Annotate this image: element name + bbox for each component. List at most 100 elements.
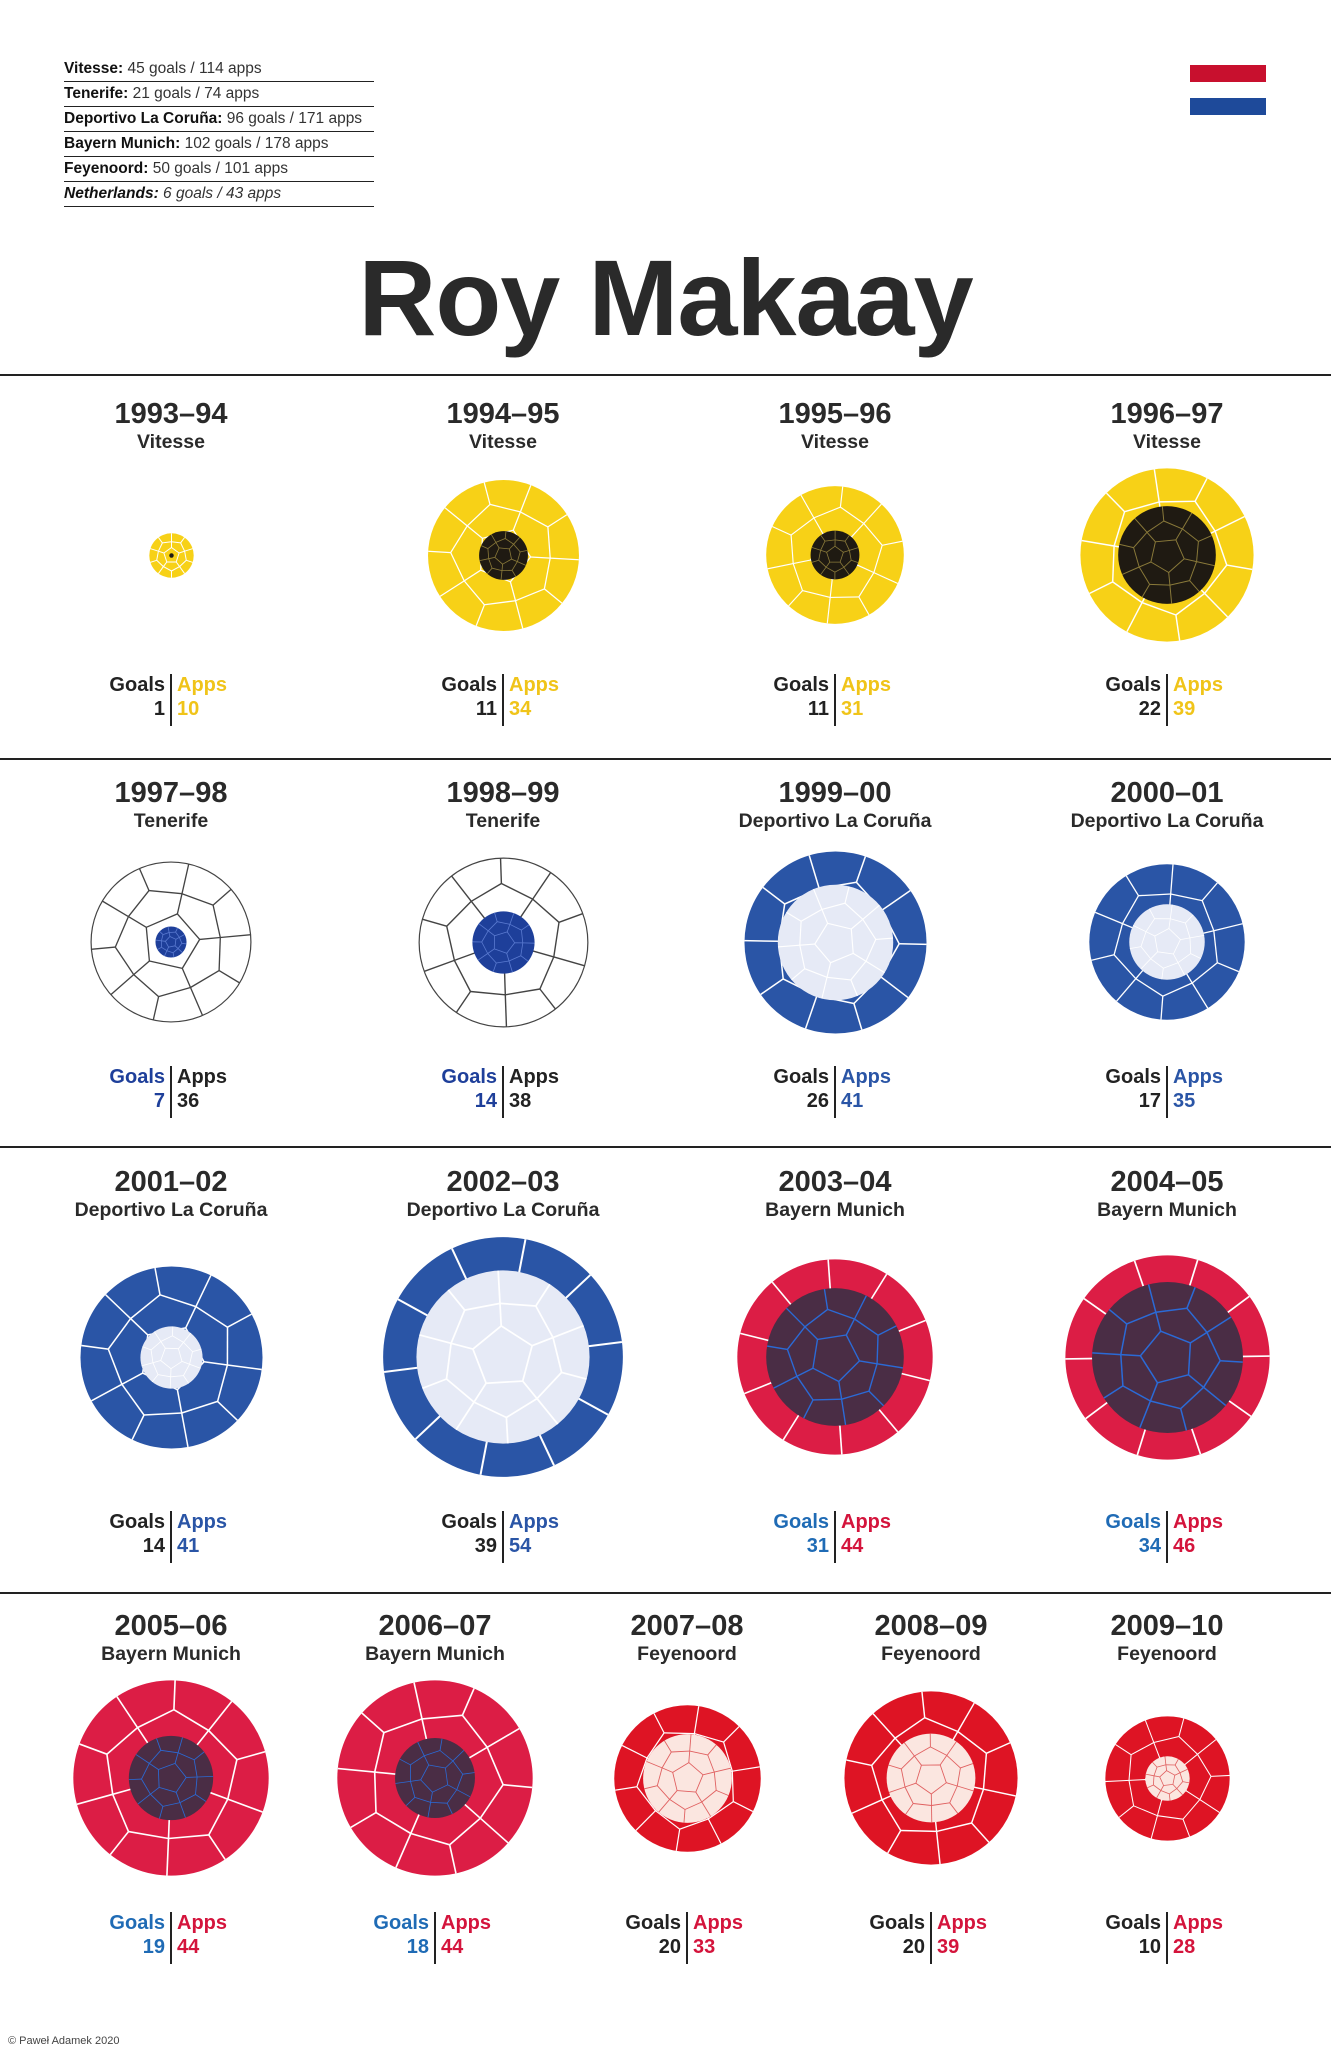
goals-value: 31 [806,1535,829,1557]
apps-label: Apps [177,1912,227,1934]
stats-divider [170,1511,172,1563]
season-label: 2004–05 [1110,1166,1224,1198]
club-label: Bayern Munich [765,1199,905,1221]
career-summary: Vitesse: 45 goals / 114 apps Tenerife: 21… [64,57,374,207]
club-label: Vitesse [469,431,537,453]
summary-stats: 96 goals / 171 apps [222,110,363,127]
season-label: 1995–96 [778,398,892,430]
apps-panels [91,862,251,1022]
ball-icon [1064,1254,1270,1460]
goals-circle [168,552,174,558]
stats-divider [170,1066,172,1118]
summary-stats: 102 goals / 178 apps [180,135,329,152]
goals-panels [395,1738,475,1818]
season-header: 1999–00 Deportivo La Coruña [675,777,995,833]
summary-row: Bayern Munich: 102 goals / 178 apps [64,132,374,157]
goals-value: 11 [807,698,829,720]
season-header: 1994–95 Vitesse [343,398,663,454]
season-header: 2006–07 Bayern Munich [275,1610,595,1666]
goals-circle [810,530,860,580]
season-header: 2008–09 Feyenoord [771,1610,1091,1666]
ball-icon [337,1680,533,1876]
goals-value: 10 [1138,1936,1161,1958]
goals-label: Goals [441,1066,497,1088]
season-header: 2009–10 Feyenoord [1007,1610,1327,1666]
row-divider [0,374,1331,376]
ball-icon [766,486,904,624]
credit-text: © Paweł Adamek 2020 [8,2035,120,2047]
apps-panels [427,479,579,631]
goals-circle [777,884,893,1000]
goals-circle [139,1325,203,1389]
apps-value: 10 [177,698,200,720]
stats-divider [1166,1912,1168,1964]
season-label: 2003–04 [778,1166,892,1198]
goals-label: Goals [441,1511,497,1533]
goals-label: Goals [869,1912,925,1934]
season-header: 2005–06 Bayern Munich [11,1610,331,1666]
apps-panels [766,486,904,624]
apps-label: Apps [177,1066,227,1088]
apps-panels [73,1680,269,1876]
season-header: 2004–05 Bayern Munich [1007,1166,1327,1222]
apps-value: 35 [1173,1090,1196,1112]
ball-icon [1104,1715,1230,1841]
summary-club: Vitesse: [64,60,124,77]
club-label: Feyenoord [881,1643,981,1665]
apps-panels [79,1265,263,1449]
apps-value: 39 [1173,698,1196,720]
ball-icon [79,1265,263,1449]
ball-icon [148,532,194,578]
apps-value: 46 [1173,1535,1196,1557]
club-label: Deportivo La Coruña [738,810,932,832]
stats-divider [686,1912,688,1964]
season-header: 2003–04 Bayern Munich [675,1166,995,1222]
goals-panels [810,530,860,580]
apps-value: 44 [441,1936,464,1958]
apps-label: Apps [841,1511,891,1533]
goals-circle [395,1738,475,1818]
goals-label: Goals [773,674,829,696]
apps-label: Apps [937,1912,987,1934]
goals-value: 19 [142,1936,165,1958]
apps-value: 41 [177,1535,200,1557]
ball-icon [383,1237,623,1477]
summary-stats: 21 goals / 74 apps [128,85,260,102]
goals-label: Goals [441,674,497,696]
goals-panels [766,1288,904,1426]
season-label: 2009–10 [1110,1610,1224,1642]
apps-value: 28 [1173,1936,1196,1958]
page-title: Roy Makaay [358,237,973,358]
stats-divider [502,1066,504,1118]
club-label: Deportivo La Coruña [74,1199,268,1221]
season-label: 2000–01 [1110,777,1224,809]
row-divider [0,1146,1331,1148]
apps-value: 33 [693,1936,716,1958]
goals-label: Goals [1105,1511,1161,1533]
season-label: 2005–06 [114,1610,228,1642]
season-label: 1996–97 [1110,398,1224,430]
apps-label: Apps [509,1066,559,1088]
season-header: 1993–94 Vitesse [11,398,331,454]
season-label: 2008–09 [874,1610,988,1642]
stats-divider [834,1066,836,1118]
apps-panels [148,532,194,578]
season-header: 2007–08 Feyenoord [527,1610,847,1666]
goals-label: Goals [773,1066,829,1088]
stats-divider [834,674,836,726]
stats-divider [170,1912,172,1964]
summary-stats: 45 goals / 114 apps [123,60,262,77]
apps-value: 31 [841,698,864,720]
goals-panels [886,1733,976,1823]
goals-panels [1091,1281,1243,1433]
goals-value: 7 [153,1090,165,1112]
season-header: 1997–98 Tenerife [11,777,331,833]
club-label: Vitesse [1133,431,1201,453]
season-label: 2007–08 [630,1610,744,1642]
season-label: 1999–00 [778,777,892,809]
goals-circle [155,926,187,958]
row-divider [0,758,1331,760]
goals-panels [416,1270,590,1444]
goals-label: Goals [109,1511,165,1533]
stats-divider [502,1511,504,1563]
